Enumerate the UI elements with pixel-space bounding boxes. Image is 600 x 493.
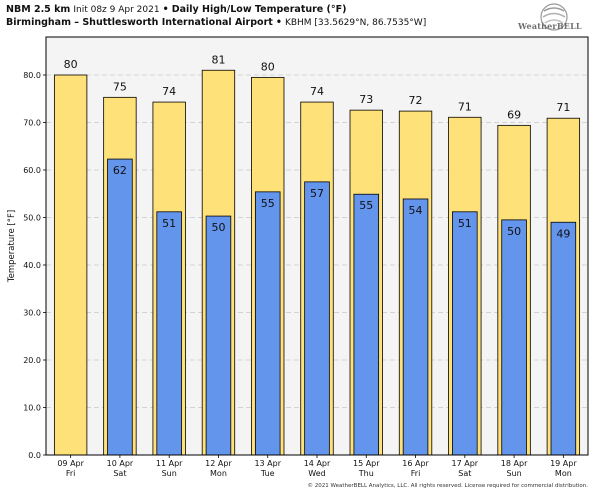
y-tick-label: 60.0 — [23, 166, 41, 175]
bullet-separator: • — [162, 4, 169, 15]
low-temp-label: 55 — [359, 199, 373, 212]
x-tick-weekday: Fri — [66, 469, 76, 478]
y-tick-label: 80.0 — [23, 71, 41, 80]
bars — [53, 69, 581, 456]
y-tick-label: 70.0 — [23, 119, 41, 128]
high-temp-label: 73 — [359, 93, 373, 106]
low-temp-bar — [156, 211, 182, 456]
x-tick-weekday: Thu — [358, 469, 374, 478]
init-label: Init 08z 9 Apr 2021 — [73, 5, 160, 15]
x-tick-weekday: Tue — [260, 469, 275, 478]
low-temp-bar — [107, 158, 133, 456]
y-tick-label: 30.0 — [23, 309, 41, 318]
copyright-notice: © 2021 WeatherBELL Analytics, LLC. All r… — [307, 483, 588, 489]
low-temp-bar — [304, 181, 330, 456]
x-tick-weekday: Sat — [113, 469, 126, 478]
low-temp-bar — [402, 198, 429, 456]
high-temp-label: 74 — [162, 85, 176, 98]
low-temp-label: 50 — [507, 225, 521, 238]
x-tick-weekday: Sat — [458, 469, 471, 478]
low-temp-label: 57 — [310, 187, 324, 200]
bullet-separator-2: • — [275, 17, 282, 28]
low-temp-bar — [353, 193, 380, 456]
high-temp-label: 69 — [507, 108, 521, 121]
x-tick-weekday: Mon — [555, 469, 572, 478]
low-temp-label: 49 — [556, 227, 570, 240]
high-temp-label: 71 — [458, 100, 472, 113]
x-tick-date: 17 Apr — [452, 459, 479, 468]
plot-border — [45, 36, 589, 456]
logo-swirl-icon — [540, 3, 568, 31]
chart-header-line-2: Birmingham – Shuttlesworth International… — [6, 17, 426, 28]
high-temp-label: 81 — [211, 53, 225, 66]
x-tick-date: 15 Apr — [353, 459, 380, 468]
x-tick-weekday: Sun — [506, 469, 521, 478]
x-tick-weekday: Fri — [411, 469, 421, 478]
high-temp-label: 75 — [113, 80, 127, 93]
low-temp-label: 54 — [409, 204, 423, 217]
high-temp-label: 80 — [261, 60, 275, 73]
x-tick-date: 14 Apr — [304, 459, 331, 468]
logo-text: WeatherBELL — [518, 21, 582, 31]
low-temp-label: 51 — [458, 217, 472, 230]
x-tick-date: 09 Apr — [57, 459, 84, 468]
x-tick-weekday: Mon — [210, 469, 227, 478]
x-tick-date: 11 Apr — [156, 459, 183, 468]
low-temp-label: 51 — [162, 217, 176, 230]
x-tick-date: 13 Apr — [254, 459, 281, 468]
y-tick-label: 20.0 — [23, 356, 41, 365]
x-tick-weekday: Sun — [162, 469, 177, 478]
y-tick-label: 10.0 — [23, 404, 41, 413]
high-temp-label: 71 — [556, 101, 570, 114]
y-axis-ticks: 0.0 10.0 20.0 30.0 40.0 50.0 60.0 70.0 80.0 — [23, 71, 46, 460]
model-label: NBM 2.5 km — [6, 4, 71, 15]
high-temp-label: 72 — [409, 94, 423, 107]
x-tick-weekday: Wed — [308, 469, 325, 478]
location-name: Birmingham – Shuttlesworth International… — [6, 17, 273, 28]
low-temp-bar — [205, 215, 232, 456]
low-temp-label: 62 — [113, 164, 127, 177]
x-tick-date: 12 Apr — [205, 459, 232, 468]
low-temp-bar — [254, 191, 281, 456]
high-temp-label: 74 — [310, 85, 324, 98]
y-axis-label: Temperature [°F] — [7, 210, 17, 283]
y-tick-label: 40.0 — [23, 261, 41, 270]
low-temp-bar — [501, 219, 527, 456]
weatherbell-logo: WeatherBELL — [518, 3, 592, 37]
low-temp-label: 50 — [211, 221, 225, 234]
low-temp-label: 55 — [261, 197, 275, 210]
x-tick-date: 10 Apr — [107, 459, 134, 468]
y-tick-label: 0.0 — [28, 451, 41, 460]
high-temp-label: 80 — [64, 58, 78, 71]
x-tick-date: 16 Apr — [402, 459, 429, 468]
x-tick-date: 19 Apr — [550, 459, 577, 468]
chart-header-line-1: NBM 2.5 km Init 08z 9 Apr 2021 • Daily H… — [6, 4, 346, 15]
product-title: Daily High/Low Temperature (°F) — [171, 4, 347, 15]
y-tick-label: 50.0 — [23, 214, 41, 223]
data-labels: 80 75 62 74 51 81 50 80 55 74 57 73 55 72 54 71 51 69 50 71… — [64, 53, 571, 240]
high-temp-bar — [53, 74, 88, 456]
low-temp-bar — [452, 211, 478, 456]
station-info: KBHM [33.5629°N, 86.7535°W] — [284, 18, 427, 28]
x-tick-date: 18 Apr — [501, 459, 528, 468]
low-temp-bar — [550, 221, 577, 456]
